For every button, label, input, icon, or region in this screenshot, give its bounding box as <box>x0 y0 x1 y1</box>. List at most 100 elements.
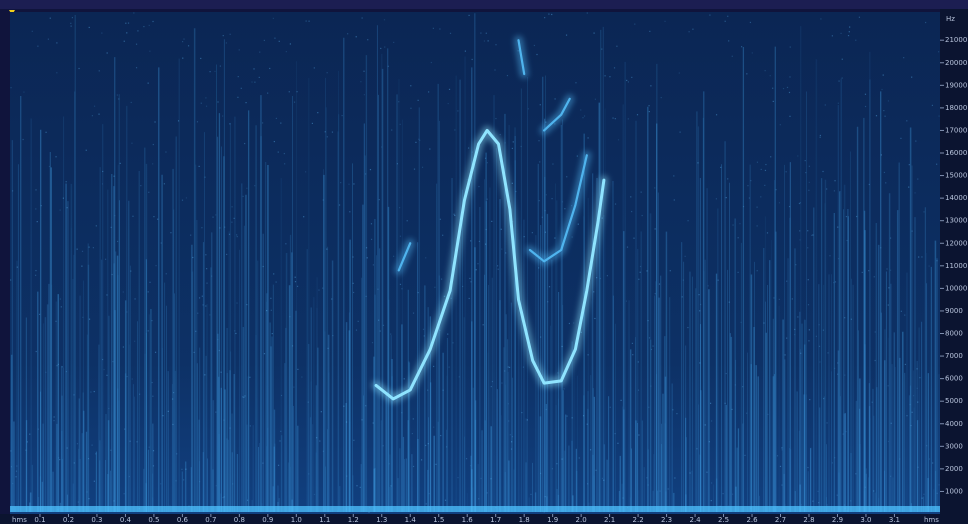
noise-speck <box>548 13 549 14</box>
noise-speck <box>764 185 765 186</box>
noise-speck <box>178 120 179 121</box>
noise-speck <box>913 395 914 396</box>
noise-speck <box>81 266 82 267</box>
noise-speck <box>925 22 926 23</box>
noise-speck <box>204 374 205 375</box>
noise-speck <box>433 427 434 428</box>
x-tick-label: 0.6 <box>177 516 189 524</box>
noise-speck <box>285 243 286 244</box>
noise-speck <box>27 441 28 442</box>
noise-speck <box>381 146 382 147</box>
noise-speck <box>594 32 595 33</box>
noise-speck <box>582 117 583 118</box>
noise-speck <box>697 162 698 163</box>
noise-speck <box>384 19 385 20</box>
noise-speck <box>674 199 675 200</box>
x-tick-label: 0.4 <box>120 516 132 524</box>
noise-speck <box>153 465 154 466</box>
noise-speck <box>234 330 235 331</box>
noise-speck <box>183 38 184 39</box>
noise-speck <box>67 447 68 448</box>
noise-speck <box>492 381 493 382</box>
noise-speck <box>881 89 882 90</box>
noise-speck <box>862 272 863 273</box>
x-tick-label: 0.7 <box>205 516 216 524</box>
noise-speck <box>35 208 36 209</box>
noise-speck <box>655 228 656 229</box>
noise-speck <box>366 247 367 248</box>
noise-speck <box>741 46 742 47</box>
noise-speck <box>809 166 810 167</box>
noise-speck <box>274 141 275 142</box>
noise-speck <box>226 254 227 255</box>
noise-speck <box>709 14 710 15</box>
noise-speck <box>594 318 595 319</box>
noise-speck <box>45 372 46 373</box>
noise-speck <box>711 500 712 501</box>
noise-speck <box>552 468 553 469</box>
noise-speck <box>649 337 650 338</box>
noise-speck <box>400 236 401 237</box>
noise-speck <box>546 194 547 195</box>
noise-speck <box>883 74 884 75</box>
noise-speck <box>738 272 739 273</box>
noise-speck <box>131 143 132 144</box>
noise-speck <box>264 353 265 354</box>
noise-speck <box>588 354 589 355</box>
noise-speck <box>602 478 603 479</box>
noise-speck <box>297 369 298 370</box>
noise-speck <box>433 28 434 29</box>
noise-speck <box>321 411 322 412</box>
noise-speck <box>377 289 378 290</box>
noise-speck <box>487 492 488 493</box>
noise-speck <box>633 238 634 239</box>
noise-speck <box>66 181 67 182</box>
noise-speck <box>134 341 135 342</box>
noise-speck <box>718 280 719 281</box>
y-tick-label: 10000 <box>945 284 967 292</box>
noise-speck <box>761 169 762 170</box>
noise-speck <box>362 17 363 18</box>
noise-speck <box>398 101 399 102</box>
noise-speck <box>276 118 277 119</box>
noise-speck <box>349 211 350 212</box>
noise-speck <box>838 80 839 81</box>
noise-speck <box>259 52 260 53</box>
noise-speck <box>446 446 447 447</box>
noise-speck <box>66 371 67 372</box>
noise-speck <box>428 443 429 444</box>
noise-speck <box>914 192 915 193</box>
noise-speck <box>820 135 821 136</box>
noise-speck <box>716 114 717 115</box>
noise-speck <box>812 501 813 502</box>
noise-speck <box>347 33 348 34</box>
noise-speck <box>817 491 818 492</box>
noise-speck <box>197 313 198 314</box>
x-tick-label: 0.8 <box>234 516 245 524</box>
noise-speck <box>505 252 506 253</box>
noise-speck <box>70 23 71 24</box>
noise-speck <box>626 301 627 302</box>
noise-speck <box>590 449 591 450</box>
noise-speck <box>500 134 501 135</box>
noise-speck <box>181 469 182 470</box>
noise-speck <box>642 215 643 216</box>
x-tick-label: 0.1 <box>34 516 45 524</box>
noise-speck <box>640 272 641 273</box>
x-tick-label: 1.9 <box>547 516 558 524</box>
noise-speck <box>808 304 809 305</box>
noise-speck <box>809 399 810 400</box>
noise-speck <box>508 366 509 367</box>
noise-speck <box>885 182 886 183</box>
noise-speck <box>332 335 333 336</box>
noise-speck <box>90 391 91 392</box>
noise-speck <box>113 176 114 177</box>
noise-speck <box>209 71 210 72</box>
noise-speck <box>614 67 615 68</box>
noise-speck <box>838 103 839 104</box>
noise-speck <box>610 407 611 408</box>
noise-speck <box>246 304 247 305</box>
noise-speck <box>646 477 647 478</box>
noise-speck <box>318 289 319 290</box>
noise-speck <box>439 28 440 29</box>
